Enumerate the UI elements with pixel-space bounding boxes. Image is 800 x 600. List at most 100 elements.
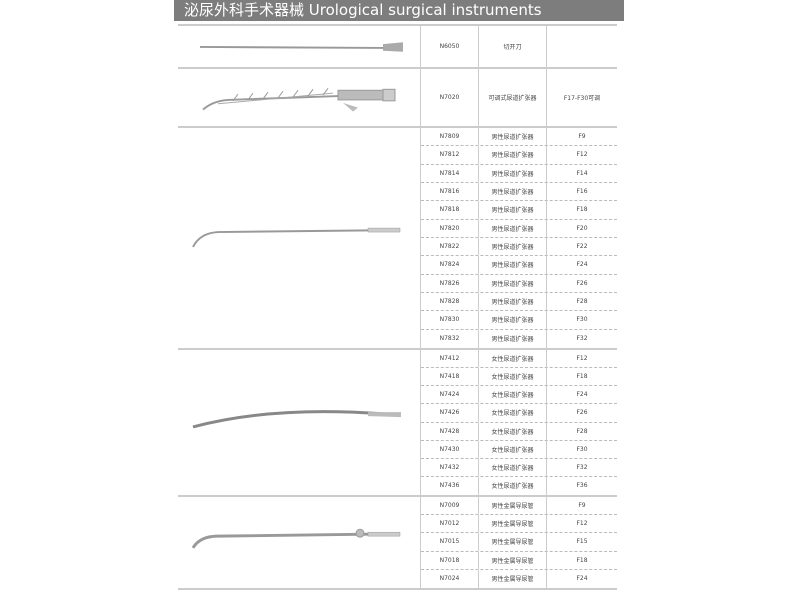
product-name: 男性尿道扩张器 [479,146,547,164]
table-row: N7816 男性尿道扩张器 F16 [421,182,617,202]
product-name: 男性金属导尿管 [479,569,547,588]
product-name: 女性尿道扩张器 [479,458,547,476]
product-name: 男性尿道扩张器 [479,182,547,201]
product-spec: F32 [576,463,588,471]
product-spec: F20 [576,224,588,232]
product-name: 女性尿道扩张器 [479,404,547,422]
table-row: N7426 女性尿道扩张器 F26 [421,404,617,423]
product-name: 男性金属导尿管 [479,551,547,569]
product-code: N7824 [421,256,479,274]
product-name: 女性尿道扩张器 [479,368,547,386]
product-spec: F24 [576,391,588,399]
product-code: N7012 [421,515,479,533]
instrument-section: N7009 男性金属导尿管 F9 N7012 男性金属导尿管 F12 N7015 男性金属导尿… [178,497,617,590]
product-name: 男性金属导尿管 [479,533,547,551]
product-code: N7826 [421,274,479,292]
product-name: 可调式尿道扩张器 [479,69,547,126]
urethrotome-knife-icon [178,26,421,67]
product-code: N7809 [421,128,479,146]
product-name: 女性尿道扩张器 [479,386,547,404]
table-row: N7812 男性尿道扩张器 F12 [421,146,617,165]
product-code: N7832 [421,329,479,348]
product-code: N7428 [421,422,479,440]
table-row: N7436 女性尿道扩张器 F36 [421,476,617,495]
table-row: N7430 女性尿道扩张器 F30 [421,440,617,459]
product-code: N7830 [421,311,479,329]
adjustable-urethral-dilator-icon [178,69,421,126]
product-code: N7822 [421,237,479,256]
product-name: 男性尿道扩张器 [479,256,547,274]
product-code: N7432 [421,458,479,476]
product-name: 女性尿道扩张器 [479,350,547,368]
product-spec: F15 [576,538,588,546]
product-spec: F14 [576,169,588,177]
product-name: 女性尿道扩张器 [479,422,547,440]
table-row: N7809 男性尿道扩张器 F9 [421,128,617,147]
product-code: N7426 [421,404,479,422]
product-name: 女性尿道扩张器 [479,476,547,495]
product-spec: F18 [576,373,588,381]
table-row: N7432 女性尿道扩张器 F32 [421,458,617,477]
product-code: N7430 [421,440,479,458]
table-row: N7814 男性尿道扩张器 F14 [421,164,617,183]
table-row: N7012 男性金属导尿管 F12 [421,515,617,534]
table-row: N6050 切开刀 [421,26,617,67]
male-urethral-sound-icon [178,128,421,348]
product-code: N7816 [421,182,479,201]
product-spec: F18 [576,206,588,214]
table-row: N7418 女性尿道扩张器 F18 [421,368,617,387]
product-name: 男性尿道扩张器 [479,311,547,329]
page-title: 泌尿外科手术器械 Urological surgical instruments [174,0,624,21]
product-spec: F26 [576,409,588,417]
product-spec: F12 [576,520,588,528]
product-code: N7018 [421,551,479,569]
table-row: N7015 男性金属导尿管 F15 [421,533,617,552]
product-name: 男性尿道扩张器 [479,237,547,256]
product-name: 男性尿道扩张器 [479,292,547,311]
product-code: N6050 [421,26,479,67]
product-spec [547,26,617,67]
product-code: N7418 [421,368,479,386]
product-code: N7020 [421,69,479,126]
table-row: N7822 男性尿道扩张器 F22 [421,237,617,257]
product-code: N7436 [421,476,479,495]
product-spec: F18 [576,556,588,564]
table-row: N7412 女性尿道扩张器 F12 [421,350,617,369]
table-row: N7828 男性尿道扩张器 F28 [421,292,617,312]
product-spec: F12 [576,151,588,159]
table-row: N7018 男性金属导尿管 F18 [421,551,617,570]
product-spec: F30 [576,445,588,453]
product-name: 男性尿道扩张器 [479,219,547,237]
table-row: N7832 男性尿道扩张器 F32 [421,329,617,348]
product-spec: F28 [576,427,588,435]
table-row: N7826 男性尿道扩张器 F26 [421,274,617,293]
product-spec: F9 [578,502,586,510]
product-spec: F17-F30可调 [563,95,601,102]
product-name: 男性尿道扩张器 [479,164,547,182]
product-spec: F30 [576,316,588,324]
product-code: N7009 [421,497,479,515]
product-code: N7024 [421,569,479,588]
product-code: N7812 [421,146,479,164]
table-row: N7818 男性尿道扩张器 F18 [421,201,617,220]
instrument-section: N7412 女性尿道扩张器 F12 N7418 女性尿道扩张器 F18 N7424 女性尿道扩… [178,350,617,497]
table-row: N7820 男性尿道扩张器 F20 [421,219,617,238]
instrument-section: N7809 男性尿道扩张器 F9 N7812 男性尿道扩张器 F12 N7814 男性尿道扩张… [178,128,617,350]
product-name: 男性金属导尿管 [479,497,547,515]
product-name: 男性尿道扩张器 [479,274,547,292]
female-urethral-sound-icon [178,350,421,495]
product-name: 男性尿道扩张器 [479,201,547,219]
product-code: N7820 [421,219,479,237]
product-spec: F16 [576,188,588,196]
table-row: N7824 男性尿道扩张器 F24 [421,256,617,275]
instrument-table: N6050 切开刀 N7020 可调式尿道扩张器 F17-F30可调 N7809 男性尿道扩… [178,24,617,590]
product-name: 男性尿道扩张器 [479,329,547,348]
instrument-section: N6050 切开刀 [178,26,617,69]
product-code: N7818 [421,201,479,219]
product-name: 男性尿道扩张器 [479,128,547,146]
table-row: N7428 女性尿道扩张器 F28 [421,422,617,441]
product-spec: F12 [576,355,588,363]
product-code: N7015 [421,533,479,551]
product-spec: F22 [576,243,588,251]
product-name: 女性尿道扩张器 [479,440,547,458]
